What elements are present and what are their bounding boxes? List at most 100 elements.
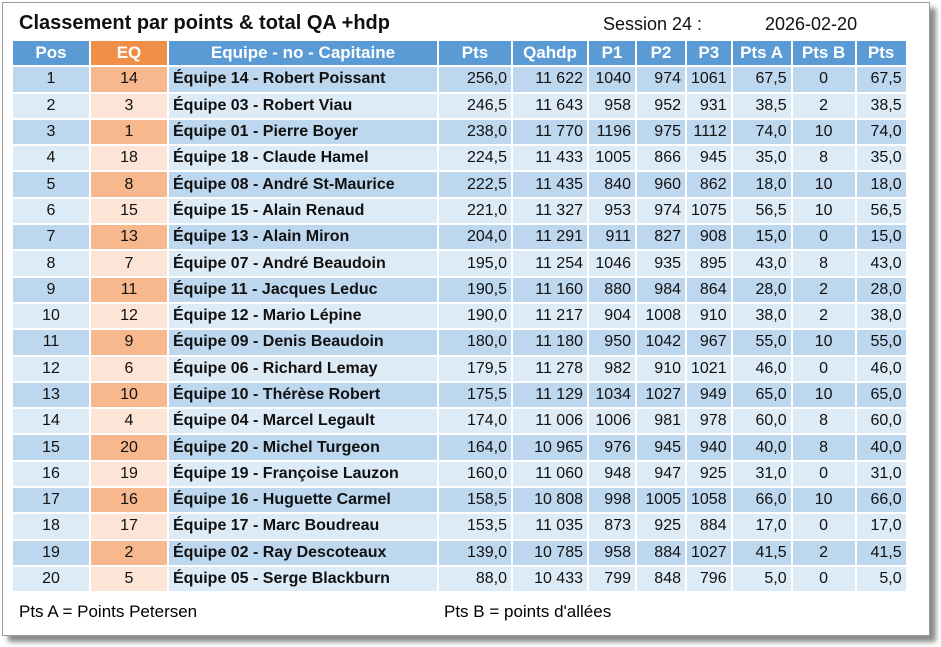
header-row: Pos EQ Equipe - no - Capitaine Pts Qahdp P1 P2…	[13, 41, 908, 68]
table-cell: 20	[13, 566, 91, 594]
table-cell: Équipe 07 - André Beaudoin	[169, 251, 439, 278]
column-header: Pts	[856, 41, 908, 68]
table-cell: 5	[91, 566, 169, 594]
table-cell: 8	[13, 251, 91, 278]
table-cell: 204,0	[439, 225, 513, 252]
table-cell: 10 785	[513, 540, 589, 567]
table-body: 1 14 Équipe 14 - Robert Poissant 256,0 11 62…	[13, 67, 908, 594]
table-cell: 1	[91, 119, 169, 147]
table-cell: 5,0	[856, 566, 908, 594]
table-cell: 1027	[687, 540, 733, 567]
table-cell: 28,0	[732, 277, 793, 304]
column-header: Pts B	[792, 41, 857, 68]
column-header: P2	[637, 41, 687, 68]
table-cell: 11 060	[513, 461, 589, 489]
table-cell: 10	[792, 119, 857, 147]
table-cell: 0	[792, 566, 857, 594]
table-cell: 1006	[589, 409, 637, 436]
table-cell: 974	[637, 67, 687, 94]
table-cell: 10	[91, 382, 169, 410]
table-cell: 190,5	[439, 277, 513, 304]
table-row: 1 14 Équipe 14 - Robert Poissant 256,0 11 62…	[13, 67, 908, 94]
table-cell: 0	[792, 514, 857, 541]
table-cell: 0	[792, 461, 857, 489]
table-row: 6 15 Équipe 15 - Alain Renaud 221,0 11 327 95…	[13, 198, 908, 226]
table-cell: 221,0	[439, 198, 513, 226]
table-cell: 1005	[589, 146, 637, 173]
table-cell: 16	[13, 461, 91, 489]
table-cell: 67,5	[856, 67, 908, 94]
table-cell: Équipe 09 - Denis Beaudoin	[169, 330, 439, 357]
table-cell: 1005	[637, 488, 687, 515]
column-header: P1	[589, 41, 637, 68]
table-cell: 1040	[589, 67, 637, 94]
table-cell: 8	[792, 146, 857, 173]
table-cell: 88,0	[439, 566, 513, 594]
table-cell: 0	[792, 225, 857, 252]
table-cell: 866	[637, 146, 687, 173]
table-cell: 945	[637, 435, 687, 462]
session: Session 24 :	[603, 14, 703, 34]
table-cell: 948	[589, 461, 637, 489]
table-cell: 1196	[589, 119, 637, 147]
table-row: 17 16 Équipe 16 - Huguette Carmel 158,5 10 8…	[13, 488, 908, 515]
table-cell: 11 006	[513, 409, 589, 436]
table-row: 5 8 Équipe 08 - André St-Maurice 222,5 11 43…	[13, 172, 908, 199]
column-header: P3	[687, 41, 733, 68]
table-cell: 840	[589, 172, 637, 199]
column-header: Equipe - no - Capitaine	[169, 41, 439, 68]
table-cell: 3	[13, 119, 91, 147]
table-cell: Équipe 20 - Michel Turgeon	[169, 435, 439, 462]
table-cell: 10	[792, 172, 857, 199]
table-cell: 46,0	[732, 356, 793, 383]
table-cell: 1034	[589, 382, 637, 410]
table-cell: 2	[792, 303, 857, 331]
table-cell: 10 965	[513, 435, 589, 462]
table-row: 19 2 Équipe 02 - Ray Descoteaux 139,0 10 785…	[13, 540, 908, 567]
table-cell: 925	[637, 514, 687, 541]
table-cell: Équipe 01 - Pierre Boyer	[169, 119, 439, 147]
footnote: Pts A = Points Petersen	[19, 602, 198, 621]
table-cell: 960	[637, 172, 687, 199]
table-cell: 799	[589, 566, 637, 594]
table-row: 3 1 Équipe 01 - Pierre Boyer 238,0 11 770 119…	[13, 119, 908, 147]
table-cell: 10	[792, 330, 857, 357]
table-cell: 873	[589, 514, 637, 541]
table-row: 11 9 Équipe 09 - Denis Beaudoin 180,0 11 180…	[13, 330, 908, 357]
table-cell: 56,5	[856, 198, 908, 226]
table-cell: 180,0	[439, 330, 513, 357]
table-cell: 43,0	[732, 251, 793, 278]
table-row: 2 3 Équipe 03 - Robert Viau 246,5 11 643 958 9…	[13, 93, 908, 120]
table-cell: 74,0	[856, 119, 908, 147]
table-cell: Équipe 08 - André St-Maurice	[169, 172, 439, 199]
table-cell: 179,5	[439, 356, 513, 383]
table-cell: 11 129	[513, 382, 589, 410]
table-cell: 904	[589, 303, 637, 331]
table-cell: 3	[91, 93, 169, 120]
table-cell: 10 433	[513, 566, 589, 594]
table-cell: 139,0	[439, 540, 513, 567]
table-cell: 11 217	[513, 303, 589, 331]
table-cell: 910	[687, 303, 733, 331]
table-cell: 2	[91, 540, 169, 567]
table-row: 15 20 Équipe 20 - Michel Turgeon 164,0 10 96…	[13, 435, 908, 462]
table-cell: 908	[687, 225, 733, 252]
table-cell: 13	[13, 382, 91, 410]
table-cell: 11	[91, 277, 169, 304]
table-cell: 974	[637, 198, 687, 226]
table-cell: 15,0	[732, 225, 793, 252]
table-cell: 11 770	[513, 119, 589, 147]
table-cell: 981	[637, 409, 687, 436]
table-cell: 8	[91, 172, 169, 199]
table-cell: 11 643	[513, 93, 589, 120]
title: Classement par points & total QA +hdp	[19, 12, 390, 34]
table-cell: 15	[13, 435, 91, 462]
table-cell: 1042	[637, 330, 687, 357]
table-cell: 8	[792, 251, 857, 278]
table-cell: 38,5	[732, 93, 793, 120]
table-cell: 4	[13, 146, 91, 173]
table-cell: 65,0	[732, 382, 793, 410]
table-cell: 958	[589, 540, 637, 567]
table-cell: 949	[687, 382, 733, 410]
table-cell: 9	[13, 277, 91, 304]
